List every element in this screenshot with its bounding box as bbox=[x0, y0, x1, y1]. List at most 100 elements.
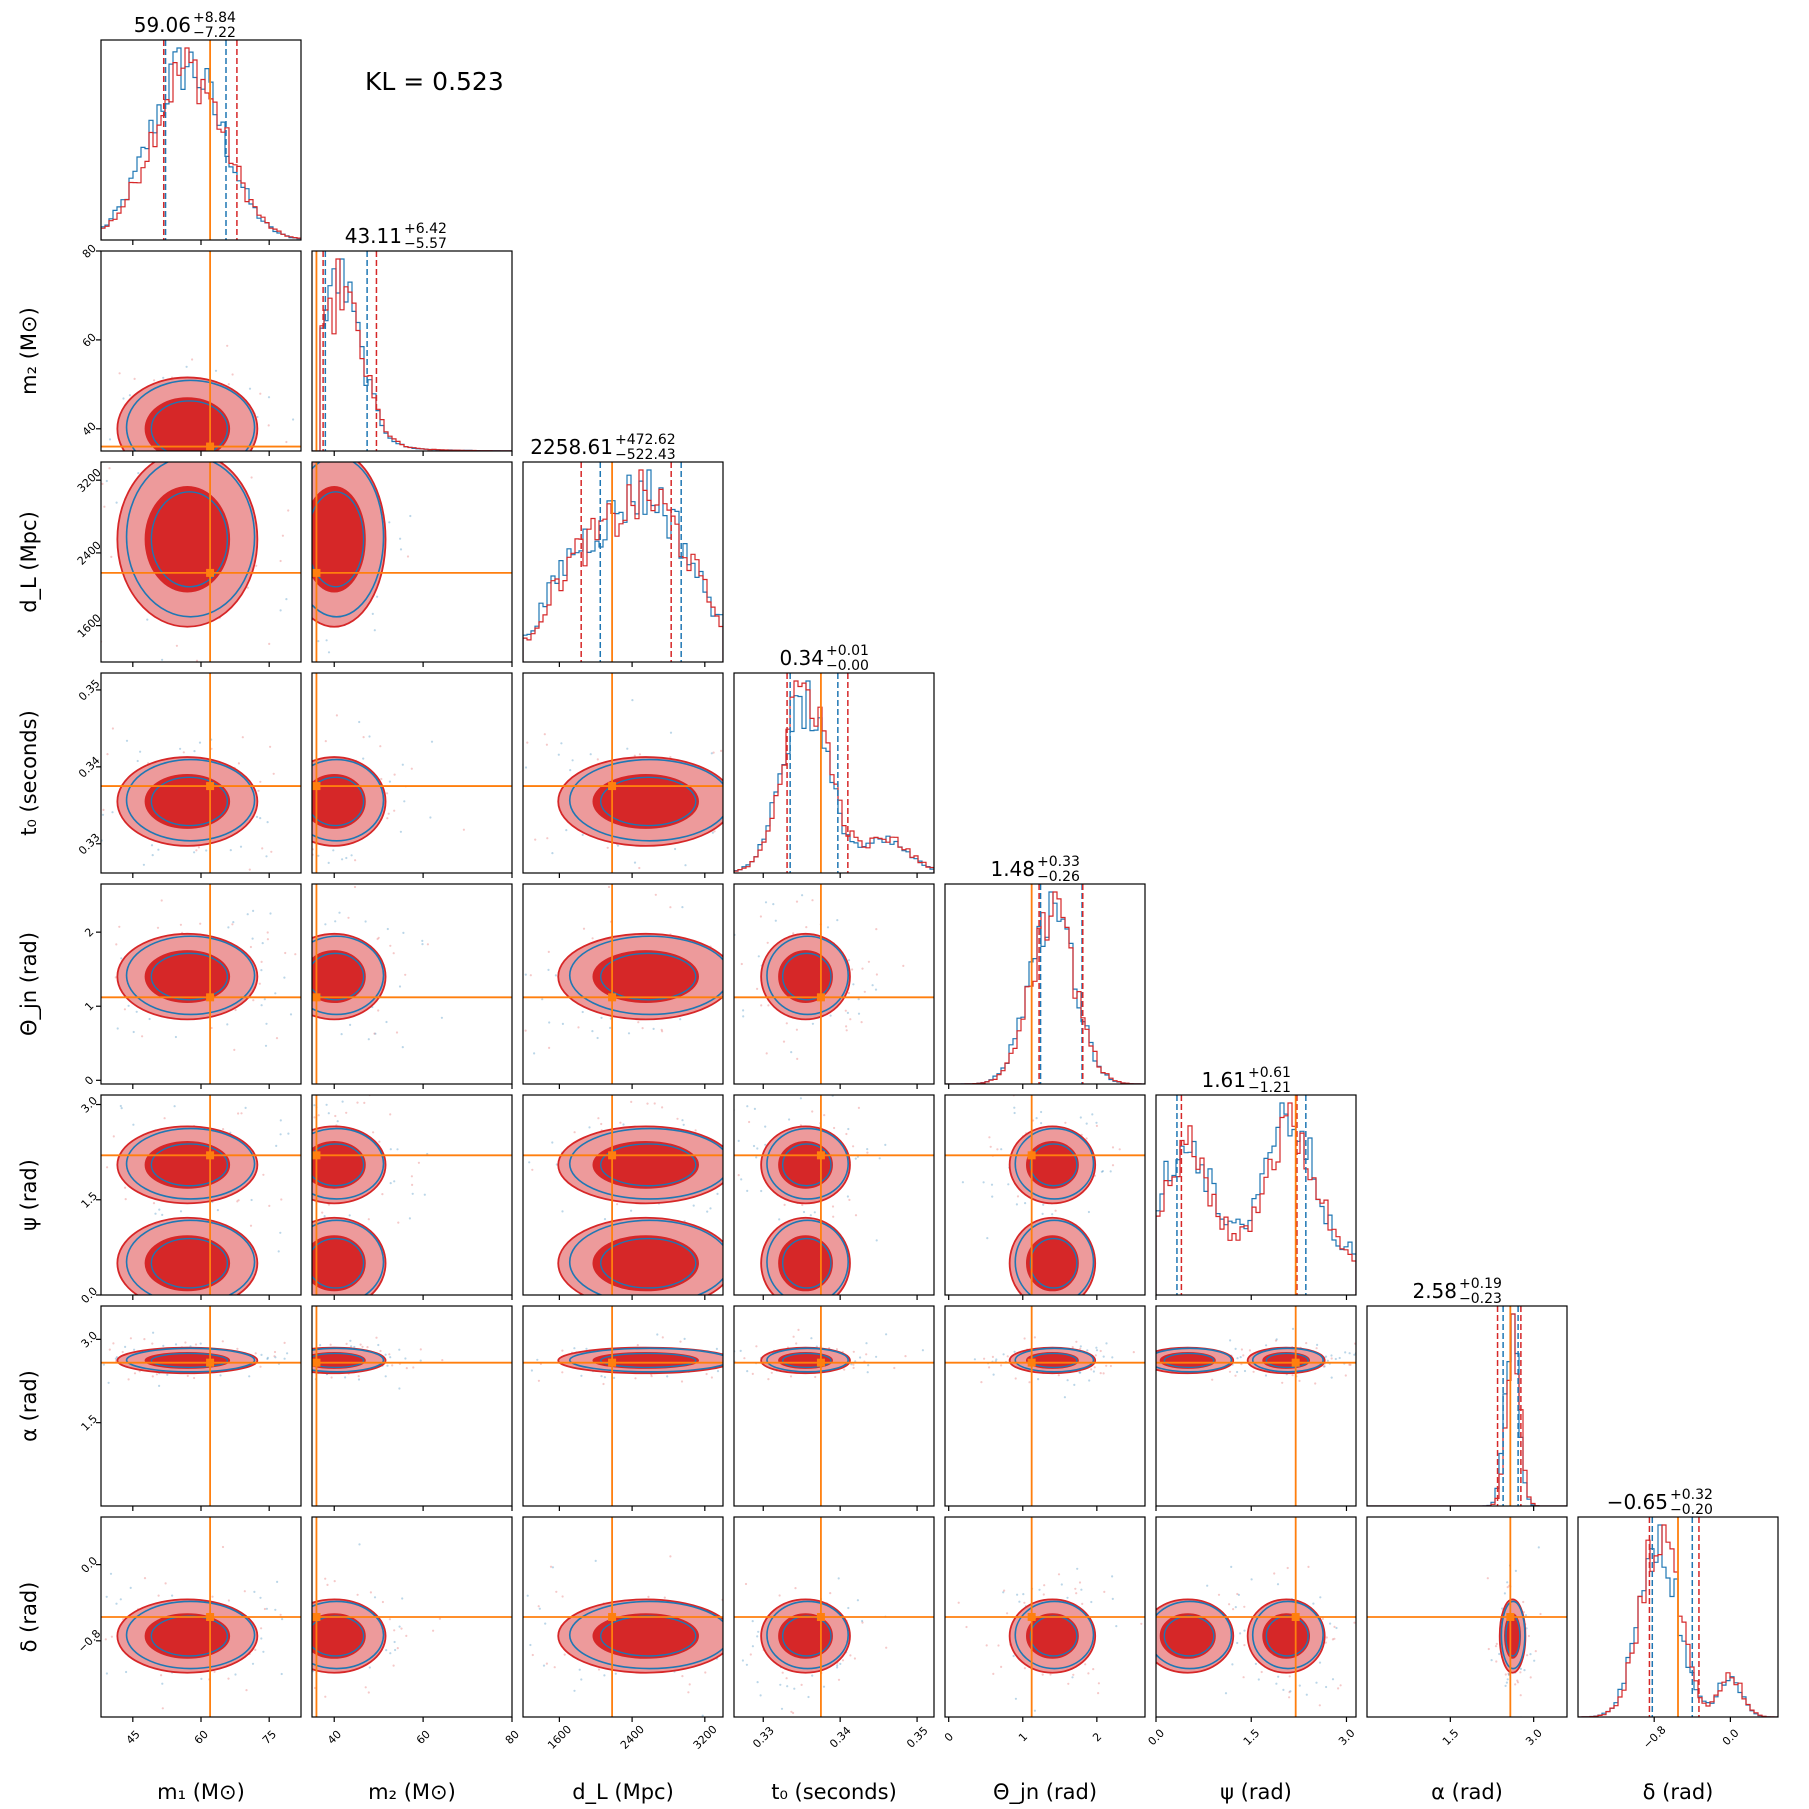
scatter-point bbox=[307, 1145, 309, 1147]
scatter-point bbox=[277, 926, 279, 928]
y-tick-label-psi: 0.0 bbox=[79, 1285, 101, 1307]
scatter-point bbox=[278, 1150, 280, 1152]
scatter-point bbox=[357, 1378, 361, 1381]
scatter-point bbox=[533, 1052, 536, 1055]
scatter-point bbox=[345, 1111, 348, 1114]
scatter-point bbox=[1494, 1645, 1498, 1648]
truth-marker bbox=[206, 568, 215, 577]
scatter-point bbox=[1140, 1622, 1143, 1625]
scatter-point bbox=[162, 876, 164, 878]
scatter-point bbox=[368, 1666, 371, 1669]
scatter-point bbox=[256, 415, 259, 419]
scatter-point bbox=[411, 1183, 414, 1186]
scatter-point bbox=[160, 899, 163, 902]
scatter-point bbox=[284, 951, 287, 955]
scatter-point bbox=[80, 366, 82, 368]
scatter-point bbox=[194, 1343, 198, 1346]
scatter-point bbox=[224, 1115, 226, 1117]
panel-psi-m1 bbox=[101, 1095, 301, 1295]
scatter-point bbox=[1102, 1372, 1105, 1375]
scatter-point bbox=[234, 1008, 237, 1012]
scatter-point bbox=[295, 758, 297, 760]
contour-inner-main bbox=[312, 1613, 366, 1659]
scatter-point bbox=[1153, 1653, 1155, 1655]
panel-frame bbox=[944, 1094, 1146, 1296]
scatter-point bbox=[271, 488, 273, 490]
scatter-point bbox=[305, 1647, 307, 1649]
scatter-point bbox=[836, 1664, 839, 1667]
scatter-point bbox=[286, 1640, 288, 1642]
scatter-point bbox=[386, 792, 389, 795]
scatter-point bbox=[845, 1029, 848, 1032]
scatter-point bbox=[225, 459, 227, 461]
scatter-point bbox=[305, 1621, 307, 1623]
scatter-point bbox=[124, 1345, 127, 1348]
scatter-point bbox=[679, 1340, 682, 1343]
scatter-point bbox=[252, 999, 255, 1002]
scatter-point bbox=[638, 753, 642, 756]
scatter-point bbox=[260, 1353, 263, 1356]
scatter-point bbox=[301, 1008, 303, 1010]
scatter-point bbox=[681, 906, 684, 909]
y-tick-label-alpha: 3.0 bbox=[79, 1329, 101, 1351]
title-err-minus-alpha: −0.23 bbox=[1459, 1291, 1502, 1307]
scatter-point bbox=[151, 1375, 154, 1378]
contour-inner-lower bbox=[592, 1235, 699, 1292]
scatter-point bbox=[104, 1638, 107, 1641]
scatter-point bbox=[174, 1343, 178, 1346]
scatter-point bbox=[274, 1603, 276, 1605]
scatter-point bbox=[306, 588, 308, 590]
scatter-point bbox=[847, 991, 851, 995]
contour-blue-outer-upper bbox=[568, 1127, 723, 1200]
scatter-point bbox=[1234, 1374, 1237, 1377]
scatter-point bbox=[239, 845, 243, 848]
scatter-point bbox=[1501, 1607, 1504, 1610]
scatter-point bbox=[201, 459, 203, 461]
scatter-point bbox=[128, 377, 130, 379]
scatter-point bbox=[742, 1015, 745, 1018]
scatter-point bbox=[61, 793, 63, 795]
scatter-point bbox=[148, 1017, 151, 1021]
scatter-point bbox=[371, 422, 373, 424]
scatter-point bbox=[1298, 1379, 1301, 1382]
contour-blue-outer-lower bbox=[125, 1219, 256, 1295]
scatter-point bbox=[289, 1234, 291, 1236]
scatter-point bbox=[1000, 1364, 1003, 1367]
scatter-point bbox=[1526, 1654, 1529, 1657]
scatter-point bbox=[536, 1358, 539, 1361]
scatter-point bbox=[861, 1619, 864, 1623]
scatter-point bbox=[256, 1608, 258, 1610]
scatter-point bbox=[785, 1022, 788, 1025]
scatter-point bbox=[1049, 1673, 1052, 1676]
scatter-point bbox=[160, 1674, 163, 1677]
scatter-point bbox=[756, 1681, 759, 1684]
scatter-point bbox=[638, 866, 641, 870]
scatter-point bbox=[606, 846, 609, 849]
scatter-point bbox=[1090, 1600, 1093, 1604]
scatter-point bbox=[1348, 1352, 1351, 1355]
scatter-point bbox=[790, 1710, 793, 1713]
scatter-point bbox=[334, 384, 336, 386]
scatter-point bbox=[274, 530, 276, 532]
scatter-point bbox=[462, 828, 465, 831]
scatter-point bbox=[688, 1683, 691, 1686]
scatter-point bbox=[542, 1088, 544, 1090]
scatter-point bbox=[259, 1365, 262, 1368]
x-axis-label-alpha: α (rad) bbox=[1431, 1780, 1503, 1804]
scatter-point bbox=[335, 714, 338, 717]
scatter-point bbox=[1101, 1170, 1104, 1173]
contour-blue-outer-upper bbox=[125, 1127, 256, 1200]
scatter-point bbox=[557, 753, 560, 756]
scatter-point bbox=[279, 1613, 282, 1616]
scatter-point bbox=[65, 990, 67, 992]
scatter-point bbox=[432, 1629, 435, 1632]
panel-frame bbox=[311, 250, 513, 452]
scatter-point bbox=[96, 994, 98, 996]
scatter-point bbox=[1344, 1351, 1347, 1354]
scatter-point bbox=[551, 1566, 555, 1569]
scatter-point bbox=[1377, 1622, 1379, 1624]
title-dL: 2258.61 bbox=[530, 435, 613, 459]
scatter-point bbox=[410, 1089, 412, 1091]
scatter-point bbox=[373, 1032, 376, 1035]
